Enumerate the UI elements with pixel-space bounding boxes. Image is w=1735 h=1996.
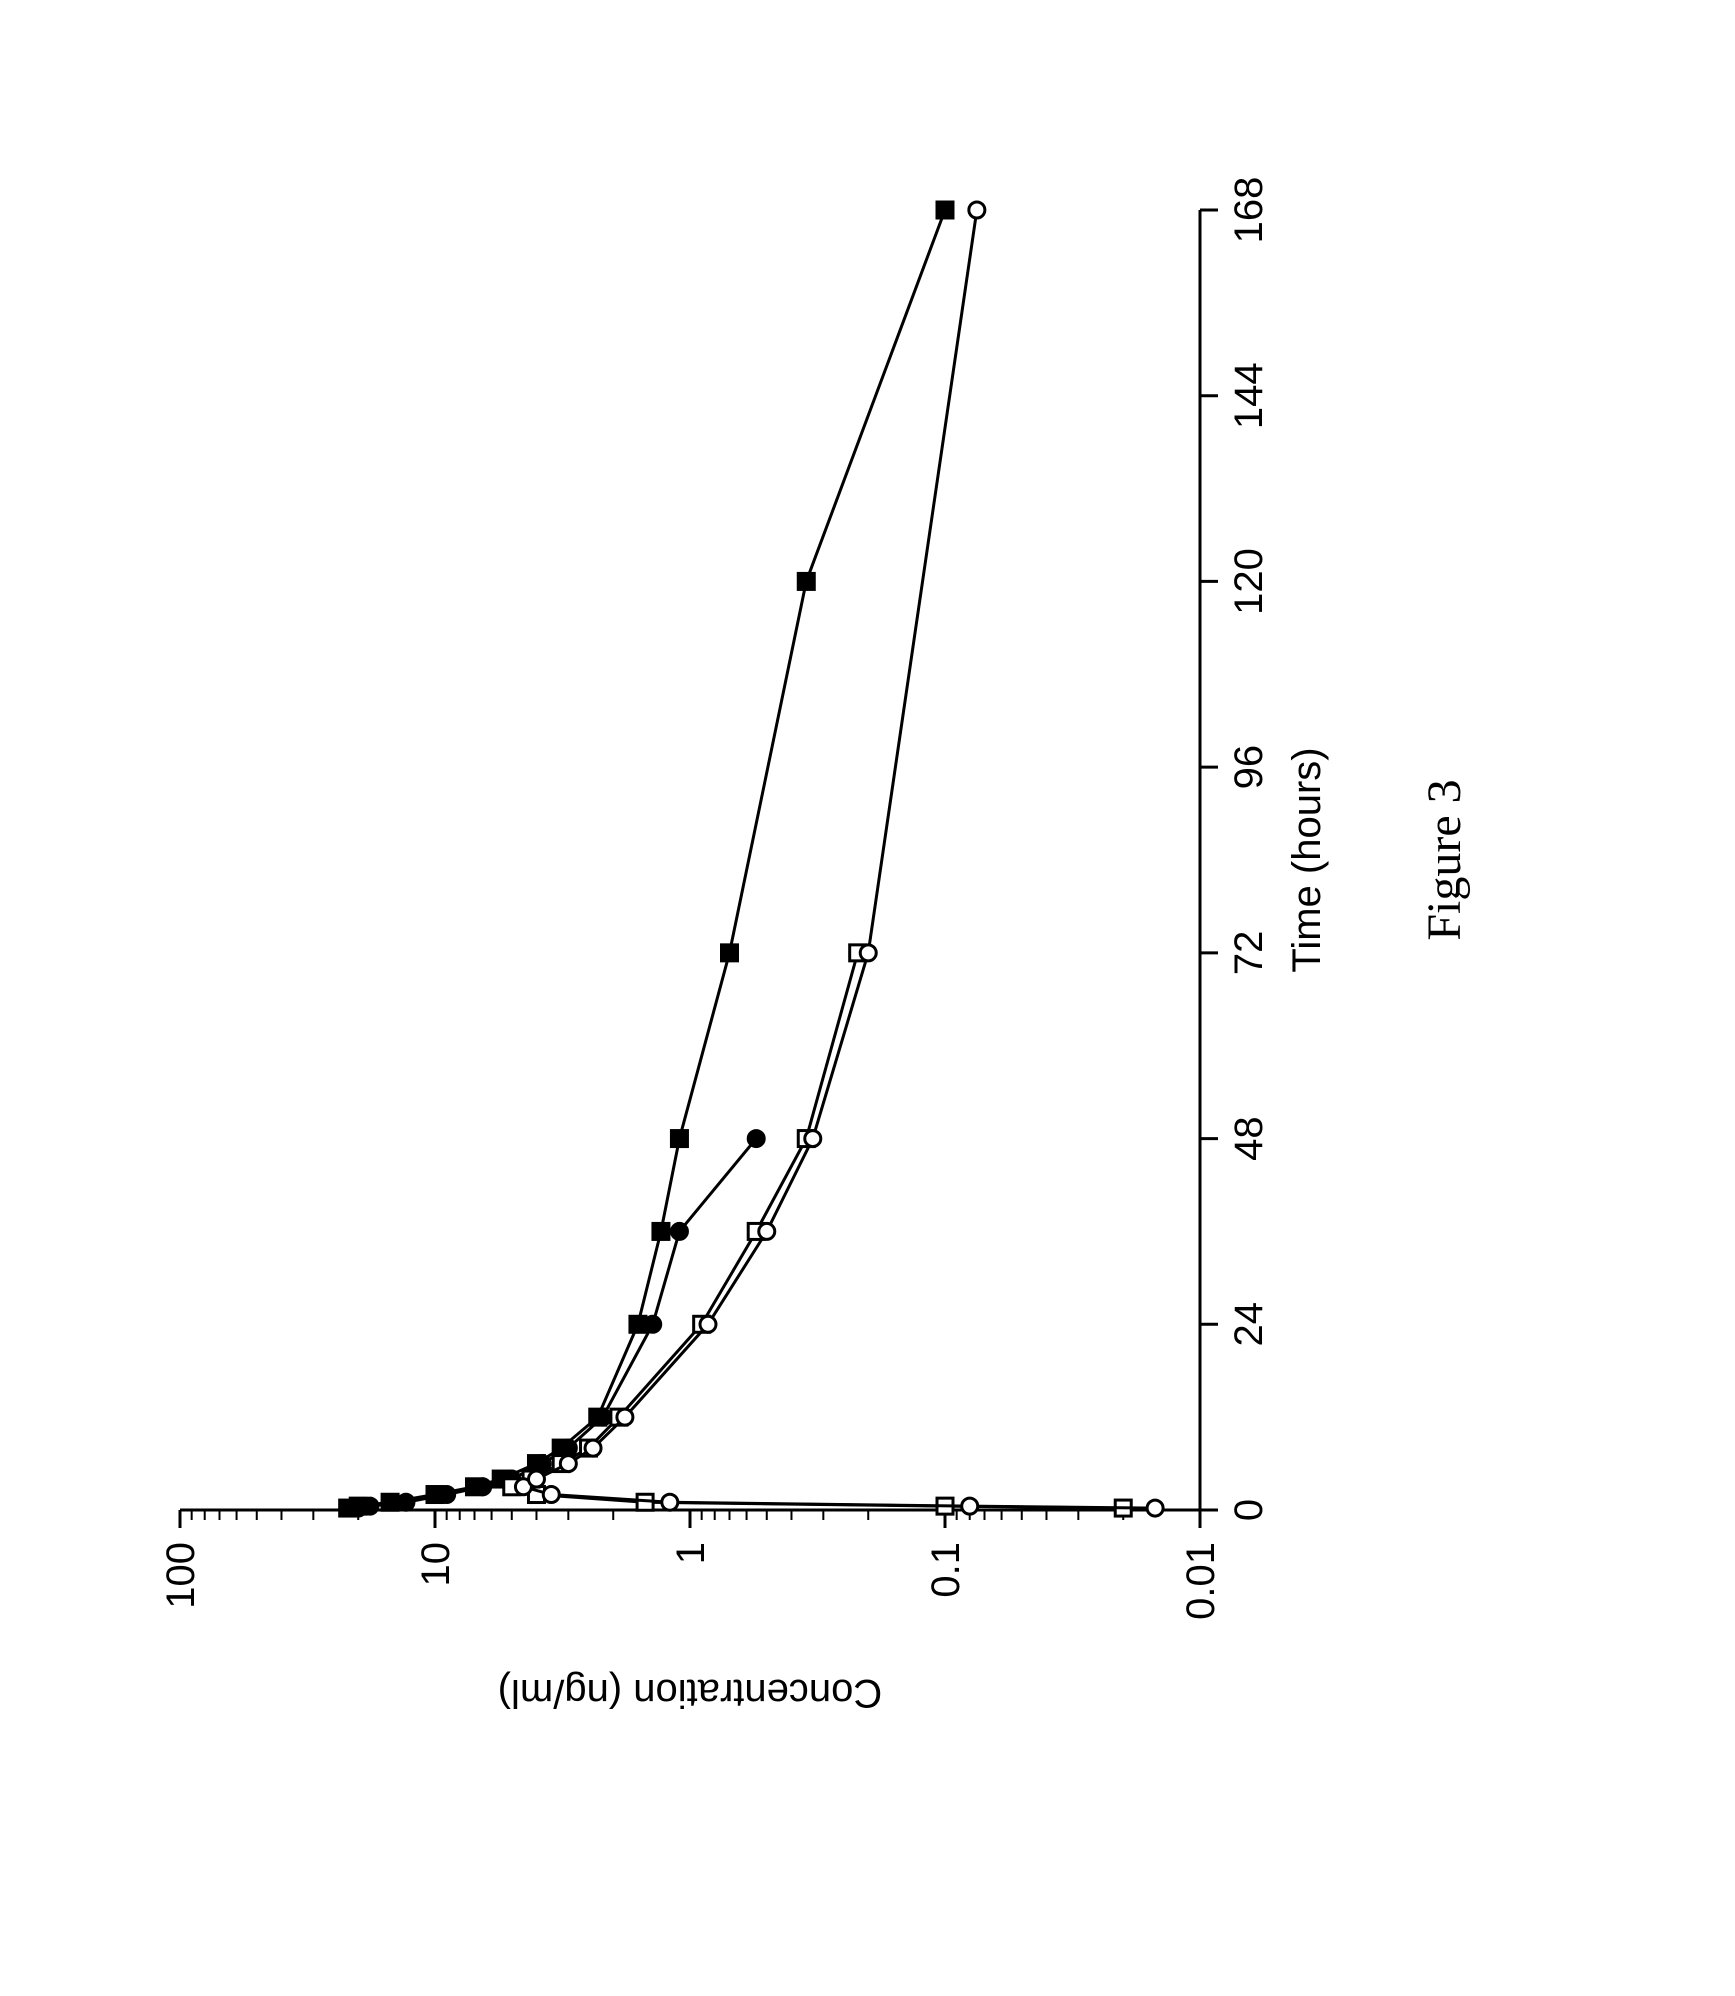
x-tick-label: 0	[1227, 1499, 1271, 1521]
y-tick-label: 1	[669, 1542, 713, 1564]
marker-filled-circle	[645, 1316, 661, 1332]
x-tick-label: 48	[1227, 1116, 1271, 1161]
marker-open-circle	[805, 1131, 821, 1147]
marker-open-circle	[759, 1223, 775, 1239]
x-tick-label: 72	[1227, 931, 1271, 976]
page: { "figure": { "caption": "Figure 3", "ca…	[0, 0, 1735, 1996]
marker-open-circle	[969, 202, 985, 218]
marker-open-circle	[585, 1440, 601, 1456]
marker-filled-circle	[748, 1131, 764, 1147]
y-tick-label: 100	[159, 1542, 203, 1609]
marker-filled-square	[671, 1131, 687, 1147]
marker-open-circle	[1147, 1500, 1163, 1516]
x-tick-label: 24	[1227, 1302, 1271, 1347]
x-tick-label: 96	[1227, 745, 1271, 790]
chart-container: 0 24 48 72 96 120 144 168 0.01 0.1 1 10 100 Time (hou…	[120, 70, 1570, 1770]
y-axis-title: Concentration (ng/ml)	[498, 1671, 883, 1715]
marker-filled-circle	[362, 1498, 378, 1514]
marker-open-circle	[560, 1456, 576, 1472]
marker-filled-circle	[439, 1487, 455, 1503]
x-tick-label: 168	[1227, 177, 1271, 244]
marker-filled-circle	[595, 1409, 611, 1425]
y-tick-label: 0.1	[924, 1542, 968, 1598]
marker-filled-square	[722, 945, 738, 961]
marker-open-circle	[962, 1498, 978, 1514]
y-tick-label: 10	[414, 1542, 458, 1587]
marker-filled-square	[798, 573, 814, 589]
marker-open-circle	[700, 1316, 716, 1332]
series-line-open-circle	[523, 210, 1155, 1508]
x-axis-title: Time (hours)	[1285, 747, 1329, 972]
marker-open-circle	[860, 945, 876, 961]
marker-filled-circle	[560, 1440, 576, 1456]
marker-filled-circle	[671, 1223, 687, 1239]
marker-filled-square	[937, 202, 953, 218]
x-tick-label: 120	[1227, 548, 1271, 615]
figure-caption: Figure 3	[1418, 779, 1471, 940]
x-tick-label: 144	[1227, 362, 1271, 429]
concentration-vs-time-chart: 0 24 48 72 96 120 144 168 0.01 0.1 1 10 100 Time (hou…	[120, 70, 1570, 1770]
marker-filled-circle	[475, 1479, 491, 1495]
marker-filled-circle	[398, 1494, 414, 1510]
y-tick-label: 0.01	[1179, 1542, 1223, 1620]
marker-open-circle	[617, 1409, 633, 1425]
series-line-filled-square	[348, 210, 945, 1508]
marker-open-circle	[543, 1487, 559, 1503]
marker-open-circle	[662, 1494, 678, 1510]
marker-open-circle	[528, 1471, 544, 1487]
marker-filled-square	[653, 1223, 669, 1239]
